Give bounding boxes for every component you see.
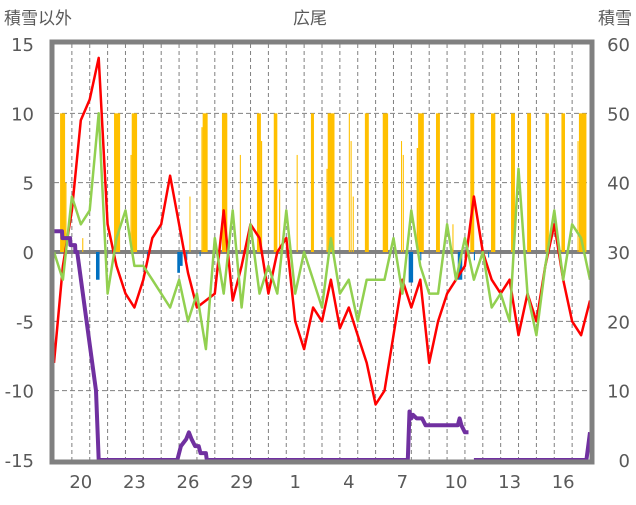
blue-bar xyxy=(177,252,180,273)
x-axis-tick-label: 16 xyxy=(552,472,575,493)
orange-bar xyxy=(221,113,228,252)
left-axis-tick-label: -15 xyxy=(5,451,34,472)
orange-bar xyxy=(114,113,121,252)
x-axis-tick-label: 1 xyxy=(289,472,300,493)
orange-bar xyxy=(400,141,403,252)
right-axis-tick-label: 50 xyxy=(607,104,630,125)
blue-bar xyxy=(408,252,414,283)
bar-series xyxy=(60,113,587,283)
blue-bar xyxy=(186,252,188,261)
orange-bar xyxy=(578,113,587,252)
orange-bar xyxy=(310,113,314,252)
plot-frame xyxy=(49,39,595,465)
orange-bar xyxy=(561,113,565,252)
blue-bar xyxy=(473,252,475,261)
x-axis-tick-label: 7 xyxy=(397,472,408,493)
orange-bar xyxy=(260,141,263,252)
left-axis-tick-label: 15 xyxy=(11,35,34,56)
orange-bar xyxy=(131,113,138,252)
plot-border xyxy=(49,39,595,465)
green-series-line xyxy=(52,112,592,351)
orange-bar xyxy=(201,127,203,252)
right-axis-tick-label: 10 xyxy=(607,382,630,403)
blue-bar xyxy=(95,252,100,280)
orange-bar xyxy=(60,113,66,252)
x-axis-tick-label: 20 xyxy=(69,472,92,493)
orange-bar xyxy=(382,113,389,252)
orange-bar xyxy=(470,113,475,252)
orange-bar xyxy=(239,154,241,252)
orange-bar xyxy=(273,113,278,252)
blue-bar xyxy=(199,252,201,257)
orange-bar xyxy=(511,113,515,252)
orange-bar xyxy=(416,148,419,252)
orange-bar xyxy=(65,182,67,252)
orange-bar xyxy=(130,154,132,252)
blue-bar xyxy=(420,252,422,261)
orange-bar xyxy=(352,196,354,252)
left-axis-title: 積雪以外 xyxy=(4,9,72,29)
orange-bar xyxy=(402,154,404,252)
orange-bar xyxy=(348,113,350,252)
orange-bar xyxy=(491,113,496,252)
x-axis-tick-label: 4 xyxy=(343,472,354,493)
right-axis-tick-label: 40 xyxy=(607,174,630,195)
right-axis-tick-label: 60 xyxy=(607,35,630,56)
left-axis-tick-label: -10 xyxy=(5,382,34,403)
x-axis-tick-label: 29 xyxy=(230,472,253,493)
orange-bar xyxy=(418,113,424,252)
right-axis-title: 積雪 xyxy=(598,9,632,29)
orange-bar xyxy=(350,141,352,252)
orange-bar xyxy=(364,113,369,252)
right-axis-tick-label: 30 xyxy=(607,243,630,264)
orange-bar xyxy=(545,113,549,252)
right-axis-tick-label: 0 xyxy=(619,451,630,472)
x-axis-tick-label: 10 xyxy=(445,472,468,493)
orange-bar xyxy=(326,168,328,252)
orange-bar xyxy=(202,113,208,252)
purple-series-line xyxy=(54,229,469,462)
orange-bar xyxy=(577,141,579,252)
left-axis-tick-label: -5 xyxy=(16,312,34,333)
left-axis-tick-label: 10 xyxy=(11,104,34,125)
right-axis-tick-label: 20 xyxy=(607,312,630,333)
orange-bar xyxy=(296,154,298,252)
blue-bar xyxy=(488,252,490,258)
orange-bar xyxy=(327,113,335,252)
left-axis-tick-label: 5 xyxy=(23,174,34,195)
x-axis-tick-label: 23 xyxy=(123,472,146,493)
left-axis-tick-label: 0 xyxy=(23,243,34,264)
orange-bar xyxy=(82,238,84,252)
orange-bar xyxy=(435,113,440,252)
gridlines xyxy=(54,44,590,460)
orange-bar xyxy=(279,189,281,252)
orange-bar xyxy=(452,224,454,252)
x-axis-tick-label: 13 xyxy=(498,472,521,493)
orange-bar xyxy=(256,113,261,252)
chart-title: 広尾 xyxy=(293,9,327,29)
orange-bar xyxy=(527,113,532,252)
orange-bar xyxy=(189,196,191,252)
x-axis-tick-label: 26 xyxy=(177,472,200,493)
blue-bar xyxy=(179,252,183,266)
